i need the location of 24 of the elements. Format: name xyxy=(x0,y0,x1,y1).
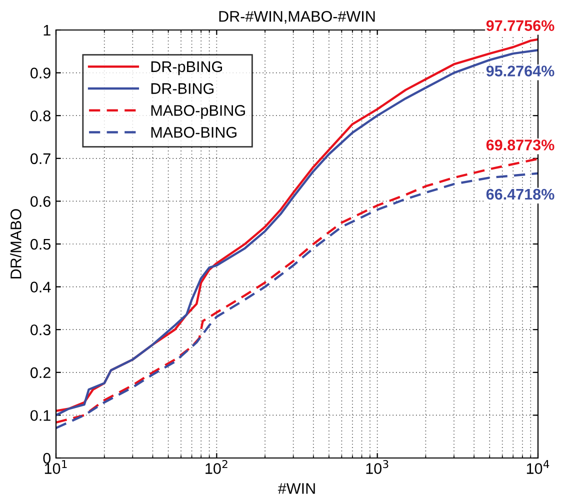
x-axis-title: #WIN xyxy=(278,483,315,494)
annotation: 66.4718% xyxy=(486,188,554,200)
y-tick-label: 0.3 xyxy=(30,324,50,336)
x-tick-label: 10$^{3}$ xyxy=(366,460,388,474)
annotation: 69.8773% xyxy=(486,140,554,150)
legend-label: DR-pBING xyxy=(151,61,222,76)
y-tick-label: 0.2 xyxy=(30,367,50,378)
x-tick-label: 10$^{2}$ xyxy=(206,460,228,474)
y-tick-label: 0.5 xyxy=(30,238,50,250)
y-tick-label: 0.8 xyxy=(30,110,50,122)
y-tick-label: 0.9 xyxy=(30,68,50,78)
y-tick-label: 0.7 xyxy=(30,153,50,164)
legend-label: MABO-pBING xyxy=(151,105,245,119)
y-tick-label: 0.1 xyxy=(30,410,50,421)
x-tick-label: 10$^{4}$ xyxy=(526,460,550,474)
y-tick-label: 0.4 xyxy=(30,282,51,292)
y-tick-label: 0.6 xyxy=(30,196,50,207)
y-tick-label: 1 xyxy=(44,25,50,36)
y-axis-title: DR/MABO xyxy=(10,209,22,278)
chart-title: DR-#WIN,MABO-#WIN xyxy=(219,11,375,24)
legend-label: DR-BING xyxy=(151,83,214,94)
annotation: 97.7756% xyxy=(486,20,554,32)
annotation: 95.2764% xyxy=(486,66,554,76)
legend-label: MABO-BING xyxy=(151,126,236,138)
